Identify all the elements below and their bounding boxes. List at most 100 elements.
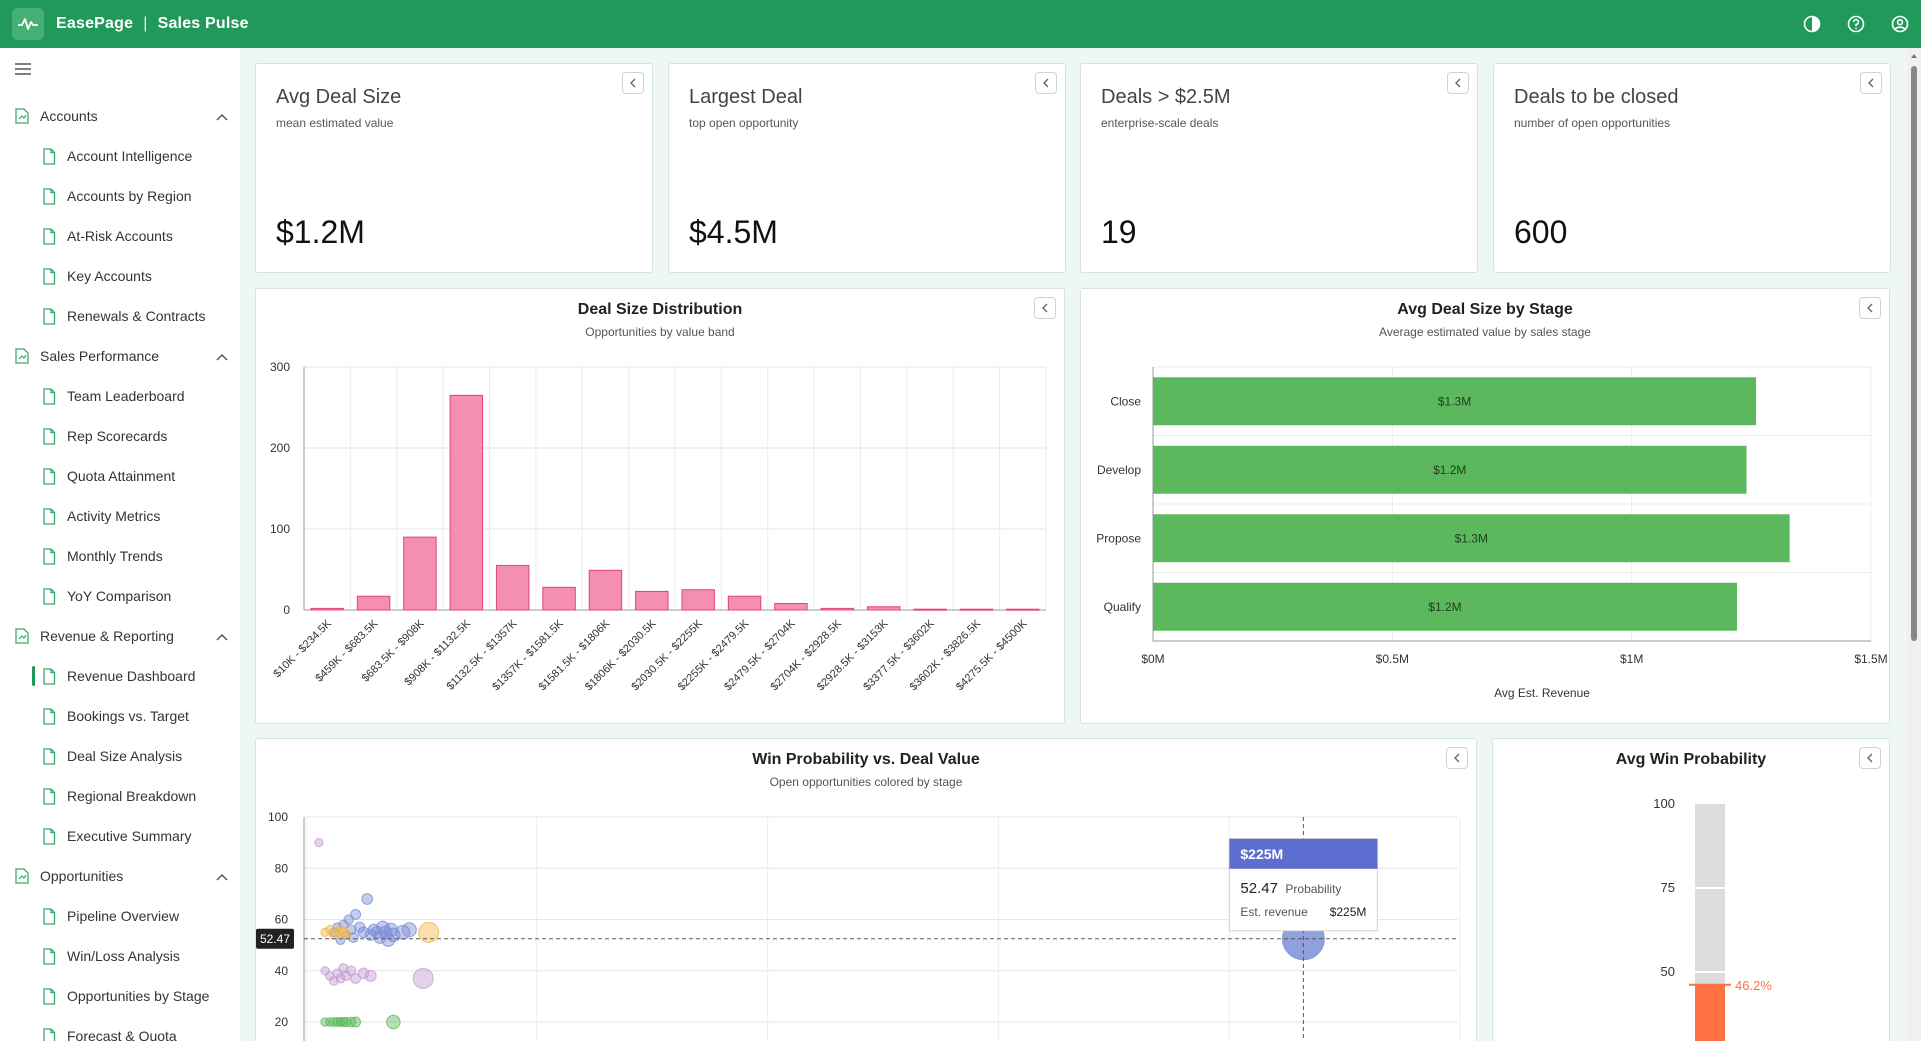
sidebar-item-forecast-quota[interactable]: Forecast & Quota <box>0 1016 240 1041</box>
chevron-up-icon[interactable] <box>216 628 228 644</box>
scrollbar-thumb[interactable] <box>1911 66 1917 641</box>
page-scrollbar[interactable] <box>1907 48 1921 1041</box>
sidebar-group-label: Sales Performance <box>40 348 160 364</box>
collapse-button[interactable] <box>622 72 644 94</box>
sidebar-group-accounts[interactable]: Accounts <box>0 96 240 136</box>
sidebar-item-at-risk-accounts[interactable]: At-Risk Accounts <box>0 216 240 256</box>
collapse-button[interactable] <box>1446 747 1468 769</box>
menu-toggle-icon[interactable] <box>14 60 32 78</box>
page-icon <box>42 507 56 525</box>
kpi-value: 600 <box>1514 214 1568 250</box>
collapse-button[interactable] <box>1034 297 1056 319</box>
scatter-point <box>386 1014 401 1030</box>
gauge-tick-label: 75 <box>1661 880 1675 895</box>
chevron-up-icon[interactable] <box>216 868 228 884</box>
chart-title: Win Probability vs. Deal Value <box>752 751 980 768</box>
stage-bar-chart: $0M $0.5M $1M $1.5M $1.3M Close $1.2M Develop $1… <box>1096 366 1888 700</box>
app-title: EasePage | Sales Pulse <box>56 15 249 33</box>
sidebar-group-revenue-reporting[interactable]: Revenue & Reporting <box>0 616 240 656</box>
sidebar-item-quota-attainment[interactable]: Quota Attainment <box>0 456 240 496</box>
histogram-bar <box>310 607 344 611</box>
sidebar-item-pipeline-overview[interactable]: Pipeline Overview <box>0 896 240 936</box>
help-icon[interactable] <box>1847 15 1865 33</box>
chart-subtitle: Average estimated value by sales stage <box>1379 325 1591 339</box>
win-probability-scatter-plot: 20 40 60 80 100 52.47 $225M 52.47 Probability Est… <box>256 810 1461 1041</box>
sidebar-item-team-leaderboard[interactable]: Team Leaderboard <box>0 376 240 416</box>
avg-deal-size-by-stage-card: Avg Deal Size by Stage Average estimated… <box>1080 288 1890 724</box>
sidebar-item-bookings-vs-target[interactable]: Bookings vs. Target <box>0 696 240 736</box>
chevron-up-icon[interactable] <box>216 108 228 124</box>
sidebar-item-label: Account Intelligence <box>67 148 193 164</box>
sidebar-group-label: Accounts <box>40 108 98 124</box>
histogram-bar <box>727 595 762 611</box>
sidebar-item-yoy-comparison[interactable]: YoY Comparison <box>0 576 240 616</box>
page-icon <box>42 427 56 445</box>
page-icon <box>42 147 56 165</box>
sidebar-item-renewals-contracts[interactable]: Renewals & Contracts <box>0 296 240 336</box>
sidebar-item-key-accounts[interactable]: Key Accounts <box>0 256 240 296</box>
histogram-bar <box>866 606 901 611</box>
scatter-point <box>357 967 370 980</box>
kpi-value: $4.5M <box>689 214 778 250</box>
histogram-bar <box>542 586 576 611</box>
sidebar-item-accounts-by-region[interactable]: Accounts by Region <box>0 176 240 216</box>
chevron-up-icon[interactable] <box>216 348 228 364</box>
kpi-card-0: Avg Deal Size mean estimated value $1.2M <box>255 63 653 273</box>
y-tick-label: Propose <box>1096 531 1141 545</box>
x-tick-label: $0M <box>1141 652 1164 666</box>
sidebar-item-revenue-dashboard[interactable]: Revenue Dashboard <box>0 656 240 696</box>
sidebar-group-opportunities[interactable]: Opportunities <box>0 856 240 896</box>
account-icon[interactable] <box>1891 15 1909 33</box>
scatter-point <box>418 921 440 943</box>
scatter-point <box>373 930 387 944</box>
chart-subtitle: Open opportunities colored by stage <box>769 775 963 789</box>
collapse-button[interactable] <box>1447 72 1469 94</box>
app-logo-icon[interactable] <box>12 8 44 40</box>
kpi-title: Deals > $2.5M <box>1101 86 1231 108</box>
y-tick-label: 80 <box>275 861 289 875</box>
scatter-point <box>350 1016 362 1028</box>
page-icon <box>42 947 56 965</box>
sidebar-group-label: Opportunities <box>40 868 124 884</box>
scatter-point <box>338 919 349 930</box>
crosshair-label-box <box>256 928 294 949</box>
sidebar-item-label: Quota Attainment <box>67 468 176 484</box>
sidebar-item-regional-breakdown[interactable]: Regional Breakdown <box>0 776 240 816</box>
y-tick-label: Qualify <box>1104 600 1141 614</box>
sidebar-group-sales-performance[interactable]: Sales Performance <box>0 336 240 376</box>
sidebar-item-monthly-trends[interactable]: Monthly Trends <box>0 536 240 576</box>
collapse-button[interactable] <box>1860 72 1882 94</box>
scatter-point <box>381 933 396 947</box>
page-icon <box>42 307 56 325</box>
kpi-subtitle: mean estimated value <box>276 116 394 130</box>
sidebar-item-label: Team Leaderboard <box>67 388 185 404</box>
collapse-button[interactable] <box>1859 747 1881 769</box>
x-tick-label: $1M <box>1620 652 1643 666</box>
histogram-bar <box>635 590 669 611</box>
sidebar-item-activity-metrics[interactable]: Activity Metrics <box>0 496 240 536</box>
sidebar-item-opportunities-by-stage[interactable]: Opportunities by Stage <box>0 976 240 1016</box>
sidebar-item-executive-summary[interactable]: Executive Summary <box>0 816 240 856</box>
stage-bar <box>1153 445 1747 494</box>
tooltip-row-value: $225M <box>1330 905 1367 919</box>
sidebar-item-label: Opportunities by Stage <box>67 988 210 1004</box>
sidebar-item-deal-size-analysis[interactable]: Deal Size Analysis <box>0 736 240 776</box>
gauge-tick-label: 100 <box>1653 796 1675 811</box>
sidebar-item-account-intelligence[interactable]: Account Intelligence <box>0 136 240 176</box>
collapse-button[interactable] <box>1859 297 1881 319</box>
sidebar-item-win-loss-analysis[interactable]: Win/Loss Analysis <box>0 936 240 976</box>
page-icon <box>42 547 56 565</box>
histogram-bar <box>403 536 437 611</box>
y-tick-label: 100 <box>268 810 288 824</box>
crosshair-label: 52.47 <box>260 932 290 946</box>
page-icon <box>42 467 56 485</box>
sidebar-item-rep-scorecards[interactable]: Rep Scorecards <box>0 416 240 456</box>
collapse-button[interactable] <box>1035 72 1057 94</box>
histogram-bar <box>913 608 947 611</box>
contrast-icon[interactable] <box>1803 15 1821 33</box>
stage-bar <box>1153 582 1737 631</box>
scroll-up-icon[interactable] <box>1910 52 1918 60</box>
y-tick-label: 200 <box>270 441 290 455</box>
brand-separator: | <box>143 15 148 32</box>
